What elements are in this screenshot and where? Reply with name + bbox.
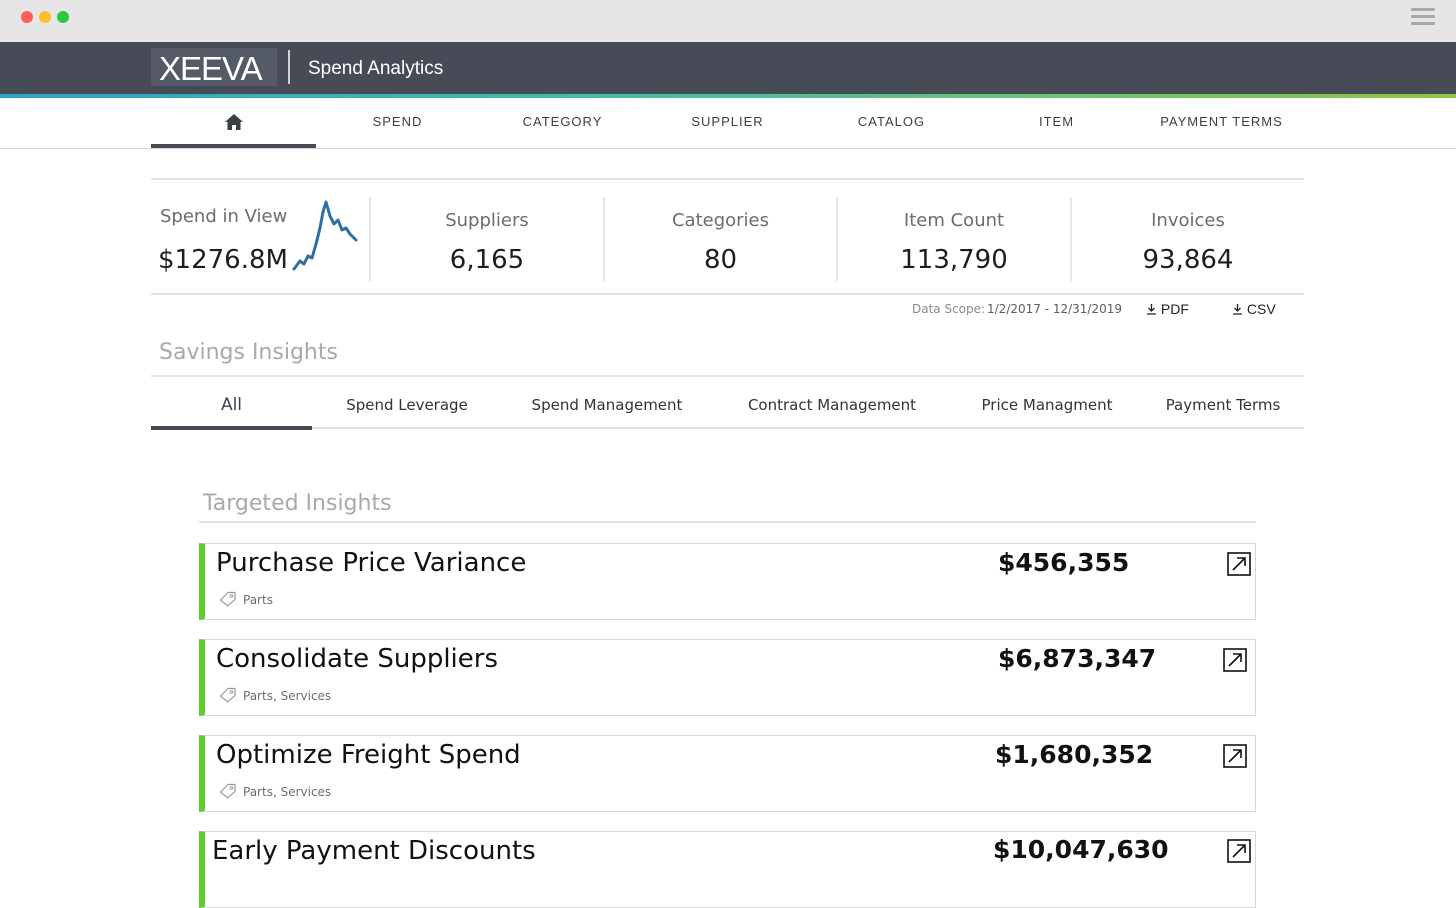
tab-category[interactable]: CATEGORY: [522, 114, 603, 129]
insight-card-purchase-price-variance[interactable]: Purchase Price Variance Parts $456,355: [199, 543, 1256, 620]
open-external-icon[interactable]: [1226, 551, 1252, 577]
targeted-rule: [199, 521, 1256, 523]
open-external-icon[interactable]: [1222, 647, 1248, 673]
kpi-top-rule: [151, 178, 1304, 180]
header-accent-stripe: [0, 94, 1456, 98]
invoices-value: 93,864: [1142, 245, 1234, 275]
savings-tab-contract-management[interactable]: Contract Management: [747, 396, 917, 414]
download-icon: [1233, 304, 1242, 315]
spend-sparkline: [292, 200, 358, 271]
insight-card-optimize-freight-spend[interactable]: Optimize Freight Spend Parts, Services $…: [199, 735, 1256, 812]
kpi-separator: [369, 197, 371, 281]
home-icon: [224, 114, 243, 130]
insight-tags: Parts: [243, 593, 273, 607]
kpi-bottom-rule: [151, 293, 1304, 295]
download-icon: [1147, 304, 1156, 315]
savings-tab-all[interactable]: All: [151, 386, 312, 430]
tag-icon: [219, 783, 236, 799]
window-titlebar: [0, 0, 1456, 42]
insight-amount: $1,680,352: [995, 740, 1154, 769]
tab-home[interactable]: [151, 98, 316, 148]
hamburger-menu-icon[interactable]: [1411, 8, 1435, 28]
savings-bottom-rule: [151, 427, 1304, 429]
insight-amount: $6,873,347: [998, 644, 1157, 673]
insight-card-early-payment-discounts[interactable]: Early Payment Discounts $10,047,630: [199, 831, 1256, 908]
logo-background: [151, 48, 277, 86]
insight-tags: Parts, Services: [243, 689, 332, 703]
spend-in-view-value: $1276.8M: [158, 245, 288, 275]
open-external-icon[interactable]: [1222, 743, 1248, 769]
open-external-icon[interactable]: [1226, 838, 1252, 864]
savings-tab-price-management[interactable]: Price Managment: [981, 396, 1113, 414]
tab-item[interactable]: ITEM: [1038, 114, 1075, 129]
download-csv-button[interactable]: CSV: [1232, 301, 1276, 317]
tab-supplier[interactable]: SUPPLIER: [691, 114, 764, 129]
download-pdf-button[interactable]: PDF: [1146, 301, 1189, 317]
spend-in-view-label: Spend in View: [160, 206, 288, 227]
savings-tab-spend-management[interactable]: Spend Management: [531, 396, 683, 414]
kpi-separator: [1070, 197, 1072, 281]
kpi-separator: [603, 197, 605, 281]
item-count-value: 113,790: [900, 245, 1008, 275]
categories-label: Categories: [671, 210, 770, 231]
insight-card-consolidate-suppliers[interactable]: Consolidate Suppliers Parts, Services $6…: [199, 639, 1256, 716]
data-scope-label: Data Scope:: [912, 302, 986, 316]
suppliers-label: Suppliers: [445, 210, 529, 231]
nav-underline: [0, 148, 1456, 149]
savings-insights-title: Savings Insights: [159, 340, 338, 365]
suppliers-value: 6,165: [449, 245, 525, 275]
kpi-separator: [836, 197, 838, 281]
categories-value: 80: [703, 245, 738, 275]
tag-icon: [219, 591, 236, 607]
savings-tab-payment-terms[interactable]: Payment Terms: [1165, 396, 1281, 414]
tag-icon: [219, 687, 236, 703]
savings-tab-spend-leverage[interactable]: Spend Leverage: [346, 396, 468, 414]
insight-title: Purchase Price Variance: [216, 548, 527, 578]
app-title: Spend Analytics: [308, 58, 444, 79]
minimize-window-button[interactable]: [39, 11, 51, 23]
insight-amount: $456,355: [998, 548, 1130, 577]
pdf-label: PDF: [1160, 301, 1189, 317]
tab-payment-terms[interactable]: PAYMENT TERMS: [1160, 114, 1283, 129]
header-divider: [288, 50, 290, 84]
invoices-label: Invoices: [1151, 210, 1225, 231]
insight-amount: $10,047,630: [993, 835, 1169, 864]
savings-top-rule: [151, 375, 1304, 377]
brand-logo[interactable]: XEEVA: [159, 50, 263, 87]
maximize-window-button[interactable]: [57, 11, 69, 23]
insight-title: Optimize Freight Spend: [216, 740, 521, 770]
tab-catalog[interactable]: CATALOG: [857, 114, 926, 129]
data-scope-value: 1/2/2017 - 12/31/2019: [987, 302, 1123, 316]
item-count-label: Item Count: [903, 210, 1005, 231]
close-window-button[interactable]: [21, 11, 33, 23]
insight-title: Early Payment Discounts: [212, 836, 536, 866]
insight-tags: Parts, Services: [243, 785, 332, 799]
tab-spend[interactable]: SPEND: [372, 114, 423, 129]
targeted-insights-title: Targeted Insights: [203, 491, 392, 516]
insight-title: Consolidate Suppliers: [216, 644, 499, 674]
csv-label: CSV: [1246, 301, 1276, 317]
